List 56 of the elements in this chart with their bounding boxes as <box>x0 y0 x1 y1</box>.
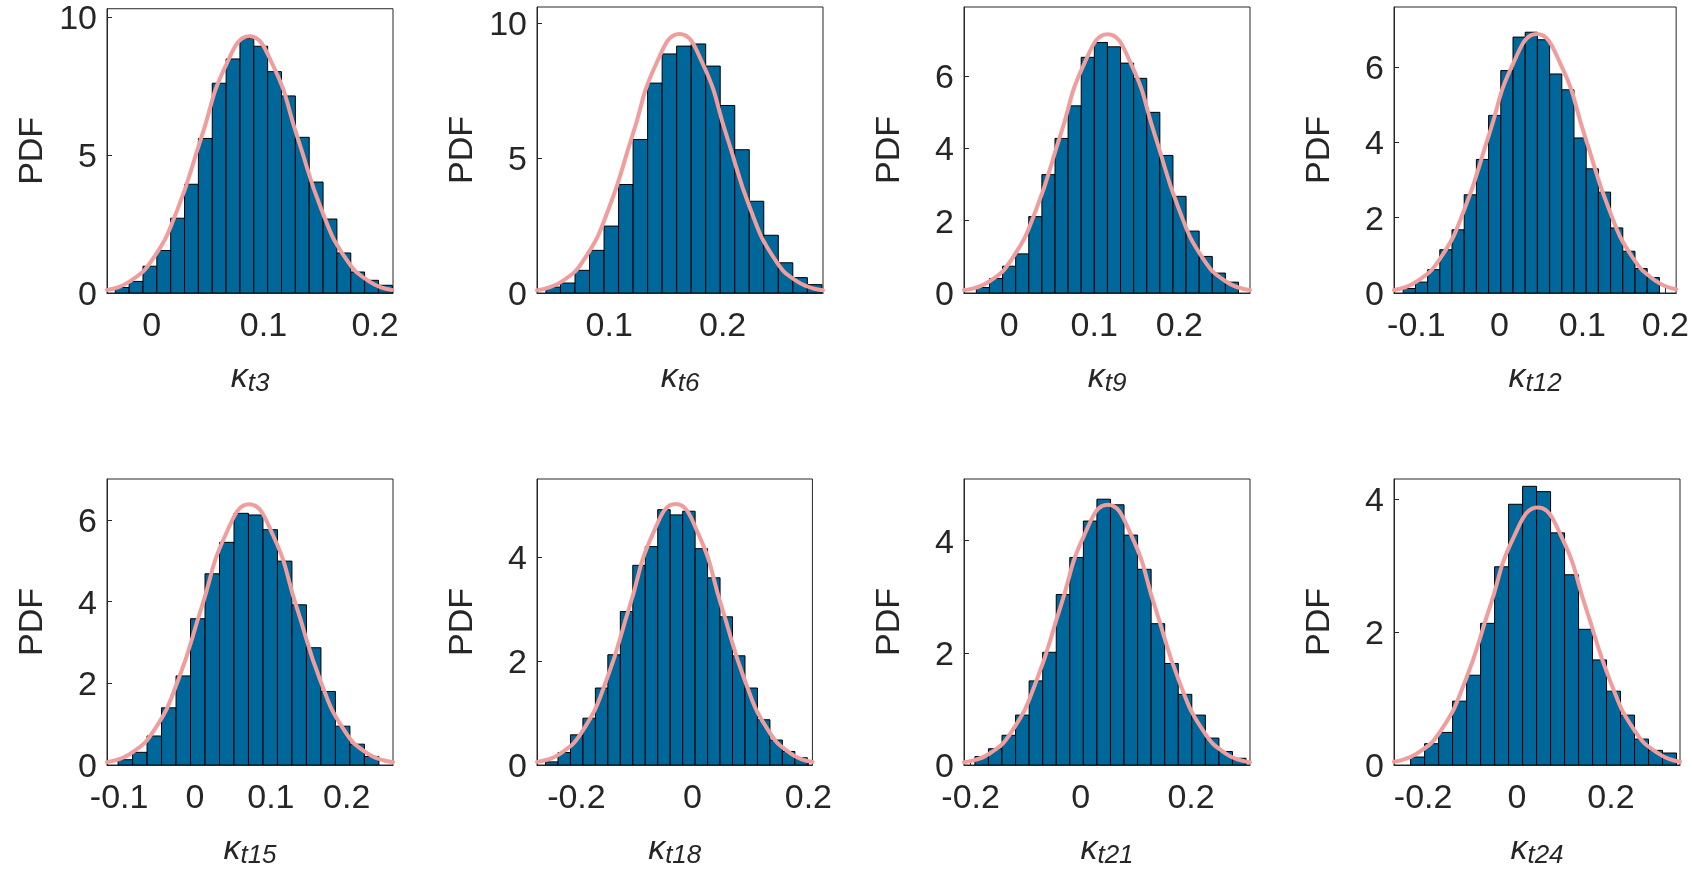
x-tick-label: 0.2 <box>698 305 747 343</box>
y-axis-title: PDF <box>441 588 479 656</box>
x-tick-label: 0.1 <box>1558 305 1607 343</box>
y-tick-label: 2 <box>508 642 527 680</box>
y-tick-label: 0 <box>1365 274 1384 312</box>
x-tick-label: 0.2 <box>351 305 399 343</box>
x-tick-label: 0.2 <box>1167 777 1215 815</box>
x-tick-label: -0.2 <box>547 777 606 815</box>
x-tick-label: 0.1 <box>1070 305 1118 343</box>
y-tick-label: 2 <box>935 633 954 672</box>
x-tick-label: 0.2 <box>1155 305 1203 343</box>
x-tick-label: 0 <box>999 305 1019 343</box>
y-tick-label: 0 <box>1365 746 1384 784</box>
x-tick-label: -0.2 <box>1393 777 1453 815</box>
y-tick-label: 2 <box>1365 198 1384 237</box>
y-tick-label: 0 <box>78 274 97 312</box>
x-tick-label: 0.2 <box>1641 305 1689 343</box>
y-axis-title: PDF <box>1298 116 1336 184</box>
y-tick-label: 10 <box>59 0 97 36</box>
y-tick-label: 4 <box>935 521 954 560</box>
y-axis-title: PDF <box>868 116 906 184</box>
y-tick-label: 0 <box>508 746 527 784</box>
y-axis-title: PDF <box>1298 588 1336 656</box>
y-tick-label: 4 <box>508 538 527 576</box>
y-tick-label: 0 <box>935 274 954 312</box>
x-tick-label: -0.1 <box>1387 305 1446 343</box>
y-tick-label: 2 <box>1365 612 1384 651</box>
y-tick-label: 10 <box>489 4 527 43</box>
y-tick-label: 4 <box>935 129 954 168</box>
y-tick-label: 2 <box>78 664 97 703</box>
x-tick-label: 0 <box>185 777 205 815</box>
y-axis-title: PDF <box>11 116 49 185</box>
x-tick-label: 0.1 <box>239 305 288 343</box>
y-tick-label: 2 <box>935 201 954 240</box>
x-tick-label: 0 <box>142 305 162 343</box>
y-tick-label: 4 <box>1365 479 1384 518</box>
x-tick-label: 0.2 <box>784 777 832 815</box>
x-tick-label: 0.2 <box>323 777 371 815</box>
x-tick-label: 0 <box>682 777 702 815</box>
y-axis-title: PDF <box>441 116 479 184</box>
y-tick-label: 5 <box>508 139 527 178</box>
x-tick-label: 0 <box>1489 305 1509 343</box>
x-tick-label: 0.2 <box>1587 777 1635 815</box>
x-tick-label: 0 <box>1507 777 1527 815</box>
x-tick-label: 0.1 <box>247 777 295 815</box>
x-tick-label: 0 <box>1071 777 1091 815</box>
y-tick-label: 6 <box>935 56 954 95</box>
y-tick-label: 6 <box>78 500 97 539</box>
y-axis-title: PDF <box>868 588 906 656</box>
y-axis-title: PDF <box>11 588 49 656</box>
y-tick-label: 5 <box>78 136 97 174</box>
y-tick-label: 4 <box>1365 123 1384 162</box>
y-tick-label: 4 <box>78 582 97 621</box>
y-tick-label: 0 <box>508 274 527 312</box>
x-tick-label: 0.1 <box>585 305 633 343</box>
y-tick-label: 6 <box>1365 48 1384 87</box>
